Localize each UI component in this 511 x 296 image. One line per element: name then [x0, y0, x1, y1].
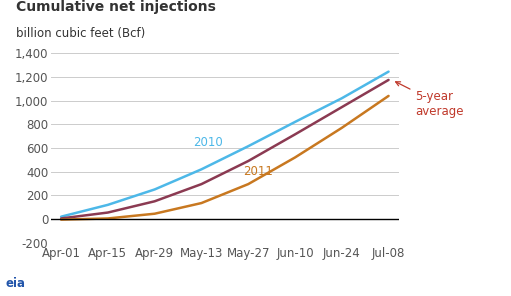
- Text: 5-year
average: 5-year average: [396, 82, 464, 118]
- Text: billion cubic feet (Bcf): billion cubic feet (Bcf): [16, 27, 146, 40]
- Text: 2011: 2011: [243, 165, 273, 178]
- Text: Cumulative net injections: Cumulative net injections: [16, 0, 216, 14]
- Text: eia: eia: [5, 277, 25, 290]
- Text: 2010: 2010: [193, 136, 223, 149]
